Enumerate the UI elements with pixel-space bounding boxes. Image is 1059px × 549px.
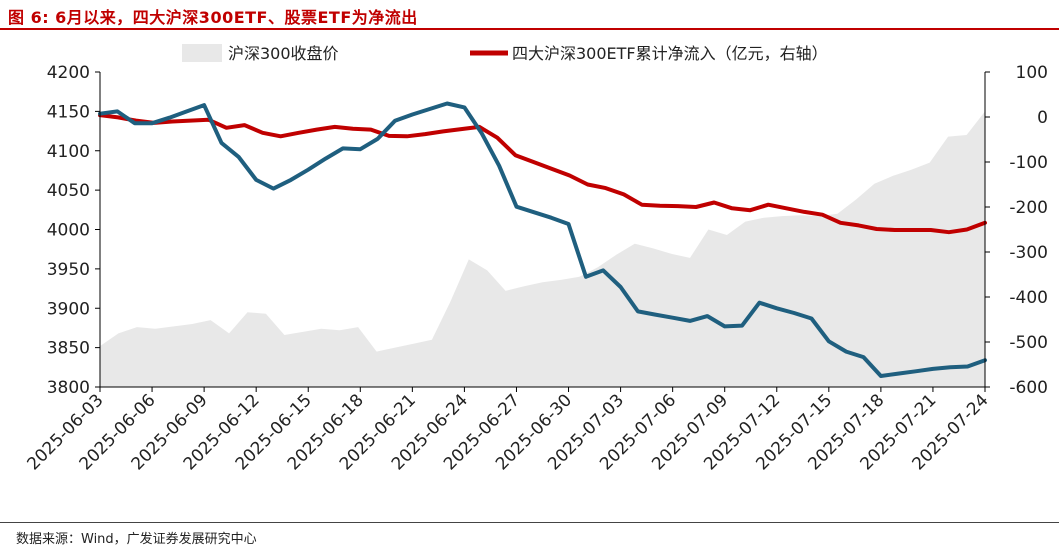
series-line-etf-flow — [98, 113, 987, 235]
legend-swatch-area — [182, 44, 222, 62]
figure-title: 图 6: 6月以来，四大沪深300ETF、股票ETF为净流出 — [8, 8, 418, 27]
left-tick-label: 4200 — [47, 63, 90, 83]
legend: 沪深300收盘价 四大沪深300ETF累计净流入（亿元，右轴） — [182, 44, 828, 63]
left-tick-label: 3950 — [47, 260, 90, 280]
right-tick-label: 0 — [1037, 108, 1048, 128]
left-tick-label: 4050 — [47, 181, 90, 201]
right-tick-label: -400 — [1009, 288, 1048, 308]
title-divider — [0, 28, 1059, 30]
right-tick-label: -200 — [1009, 198, 1048, 218]
left-tick-label: 4100 — [47, 142, 90, 162]
left-tick-label: 3900 — [47, 299, 90, 319]
left-tick-label: 3850 — [47, 339, 90, 359]
series-area-hs300 — [100, 111, 985, 388]
source-note: 数据来源：Wind，广发证券发展研究中心 — [16, 532, 257, 547]
right-tick-label: -500 — [1009, 333, 1048, 353]
legend-label-flow: 四大沪深300ETF累计净流入（亿元，右轴） — [512, 44, 828, 63]
right-tick-label: 100 — [1016, 63, 1048, 83]
left-tick-label: 3800 — [47, 378, 90, 398]
right-tick-label: -100 — [1009, 153, 1048, 173]
left-tick-label: 4000 — [47, 221, 90, 241]
source-divider — [0, 522, 1059, 523]
legend-label-area: 沪深300收盘价 — [228, 44, 339, 63]
left-tick-label: 4150 — [47, 102, 90, 122]
chart: 沪深300收盘价 四大沪深300ETF累计净流入（亿元，右轴） 3800 3850… — [24, 44, 1048, 474]
right-tick-label: -600 — [1009, 378, 1048, 398]
series-line-stock-etf — [98, 101, 987, 378]
plot-area — [98, 101, 987, 388]
right-tick-label: -300 — [1009, 243, 1048, 263]
